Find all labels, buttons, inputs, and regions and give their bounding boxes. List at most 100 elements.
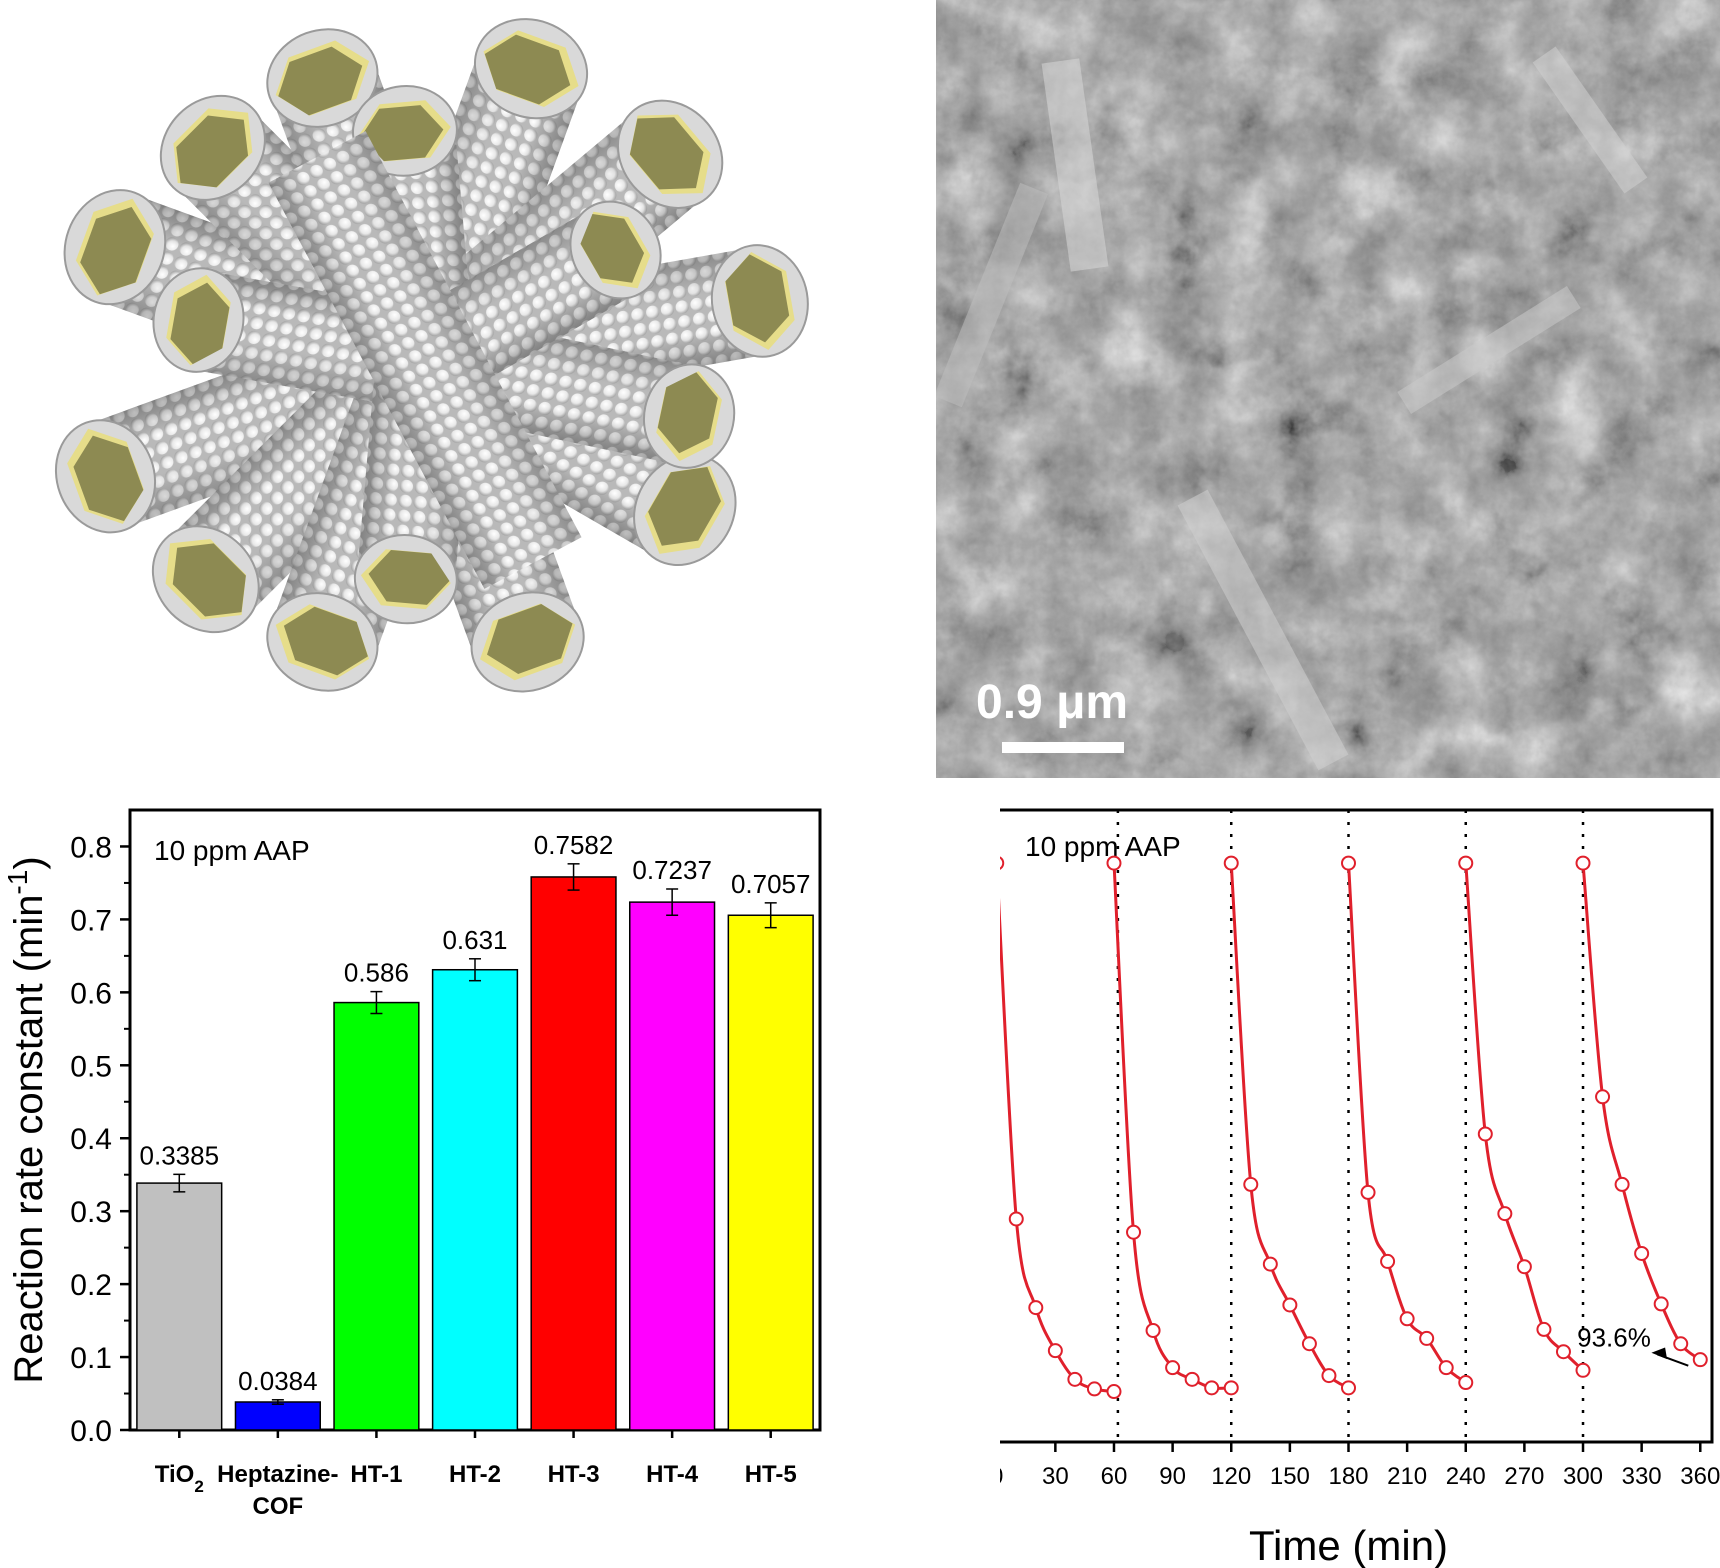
bar-y-tick-label: 0.4	[70, 1123, 112, 1156]
line-x-tick-label: 330	[1622, 1463, 1662, 1490]
bar-category-label: HT-5	[745, 1461, 797, 1488]
data-point	[1477, 1126, 1493, 1142]
retention-callout: 93.6%	[1577, 1322, 1651, 1352]
data-point	[1184, 1371, 1200, 1387]
line-x-tick-label: 180	[1328, 1463, 1368, 1490]
bar-value-label: 0.7057	[731, 869, 811, 899]
data-point	[1458, 855, 1474, 871]
data-point	[1262, 1256, 1278, 1272]
hexagon-cap	[648, 466, 722, 546]
sem-scale-label: 0.9 μm	[976, 676, 1128, 729]
data-point	[1399, 1311, 1415, 1327]
data-point	[1458, 1375, 1474, 1391]
nanotube-schematic	[54, 18, 809, 693]
line-x-axis-label: Time (min)	[1249, 1522, 1448, 1568]
bar	[333, 1001, 420, 1431]
data-point	[1000, 856, 1005, 870]
tube-shade	[268, 131, 582, 589]
hexagon-cap	[283, 606, 368, 676]
data-point	[1653, 1296, 1669, 1312]
bar	[136, 1182, 223, 1431]
bar-annotation: 10 ppm AAP	[154, 835, 310, 866]
rate-constant-bar-chart: 0.0 0.1 0.2 0.3 0.4 0.5 0.6 0.7 0.8 Reaction rate…	[2, 808, 822, 1520]
bar	[530, 876, 617, 1431]
bar-y-tick-label: 0.3	[70, 1196, 112, 1229]
line-x-tick-label: 210	[1387, 1463, 1427, 1490]
data-point	[1223, 855, 1239, 871]
line-x-tick-label: 270	[1504, 1463, 1544, 1490]
sem-rods	[936, 46, 1648, 771]
data-point	[1360, 1184, 1376, 1200]
bar-category-label: Heptazine-	[217, 1461, 338, 1488]
bar	[234, 1401, 321, 1431]
data-point	[1106, 1384, 1122, 1400]
bar-y-tick-label: 0.2	[70, 1269, 112, 1302]
hexagon-cap	[657, 372, 718, 454]
data-point	[1028, 1300, 1044, 1316]
data-point	[1301, 1336, 1317, 1352]
data-point	[1223, 1380, 1239, 1396]
data-point	[1673, 1336, 1689, 1352]
sem-scale-bar	[1002, 742, 1124, 753]
data-point	[1692, 1352, 1708, 1368]
data-point	[1438, 1360, 1454, 1376]
data-point	[1145, 1322, 1161, 1338]
hexagon-cap	[725, 254, 790, 343]
data-point	[1341, 855, 1356, 871]
data-point	[1614, 1176, 1630, 1192]
data-point	[1595, 1089, 1611, 1105]
data-point	[1575, 855, 1591, 871]
bar-value-label: 0.0384	[238, 1366, 318, 1396]
bar-value-label: 0.7582	[534, 830, 614, 860]
hexagon-cap	[170, 282, 230, 365]
bar-y-tick-label: 0.6	[70, 977, 112, 1010]
bar	[727, 914, 814, 1431]
hexagon-cap	[580, 214, 645, 283]
data-point	[1126, 1224, 1142, 1240]
hexagon-cap	[73, 435, 144, 522]
bar	[431, 968, 519, 1431]
line-x-tick-label: 240	[1446, 1463, 1486, 1490]
bar-y-tick-label: 0.8	[70, 831, 112, 864]
cycle-series-line	[1112, 863, 1232, 1390]
bar-value-label: 0.7237	[632, 855, 712, 885]
bar	[629, 901, 716, 1431]
bar-category-label: HT-2	[449, 1461, 501, 1488]
data-point	[1516, 1259, 1532, 1275]
cycling-line-chart: 0.00.20.40.60.81.00306090120150180210240…	[1000, 808, 1720, 1568]
data-point	[1341, 1380, 1356, 1396]
bar-value-label: 0.631	[442, 925, 507, 955]
cycle-series-line	[1464, 862, 1585, 1372]
hexagon-cap	[360, 105, 444, 162]
bar-y-tick-label: 0.0	[70, 1415, 112, 1448]
data-point	[1067, 1371, 1083, 1387]
bar-value-label: 0.3385	[140, 1140, 220, 1170]
data-point	[1497, 1206, 1513, 1222]
nanotube-group	[54, 18, 809, 693]
data-point	[1536, 1321, 1552, 1337]
bar-category-label: HT-1	[350, 1461, 402, 1488]
cycle-series-line	[1581, 862, 1702, 1361]
line-x-tick-label: 150	[1270, 1463, 1310, 1490]
bar-y-tick-label: 0.5	[70, 1050, 112, 1083]
line-x-tick-label: 0	[1000, 1463, 1003, 1490]
hexagon-cap	[172, 543, 246, 617]
sem-micrograph: 0.9 μm	[936, 0, 1720, 778]
line-x-tick-label: 300	[1563, 1463, 1603, 1490]
data-point	[1165, 1360, 1181, 1376]
hexagon-cap	[80, 207, 152, 295]
bar-y-tick-label: 0.7	[70, 904, 112, 937]
bar-category-label: HT-3	[548, 1461, 600, 1488]
line-x-tick-label: 60	[1101, 1463, 1128, 1490]
line-x-tick-label: 120	[1211, 1463, 1251, 1490]
hexagon-cap	[629, 117, 704, 190]
line-x-tick-label: 30	[1042, 1463, 1069, 1490]
bar-y-axis-label: Reaction rate constant (min-1)	[2, 856, 52, 1383]
hexagon-cap	[368, 549, 450, 605]
bar-category-label-line2: COF	[253, 1493, 304, 1520]
data-point	[1243, 1176, 1259, 1192]
data-point	[1008, 1211, 1024, 1227]
cycle-series-line	[1347, 863, 1467, 1384]
bar-value-label: 0.586	[344, 958, 409, 988]
